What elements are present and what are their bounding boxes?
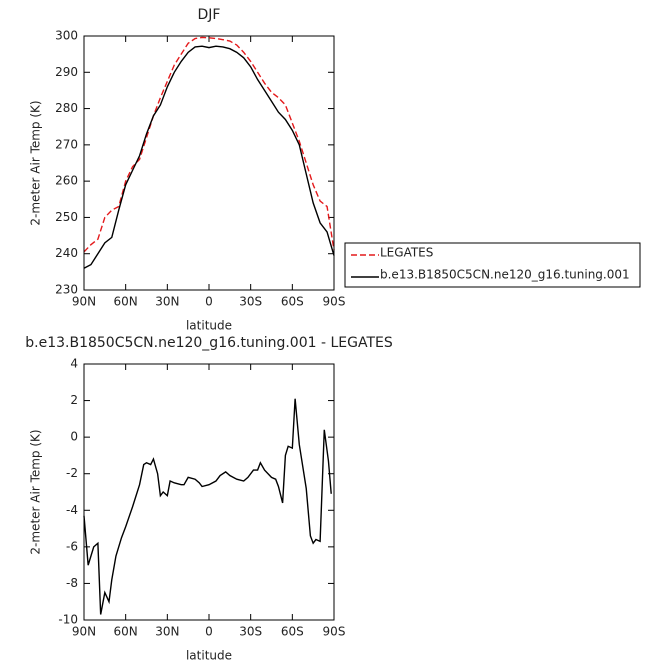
y-tick-label: 2 bbox=[70, 393, 78, 407]
x-tick-label: 0 bbox=[205, 625, 213, 639]
x-tick-label: 30S bbox=[239, 295, 262, 309]
legend-box bbox=[344, 242, 641, 288]
x-axis-label: latitude bbox=[186, 319, 232, 333]
y-tick-label: -6 bbox=[66, 539, 78, 553]
legend-label: LEGATES bbox=[380, 246, 433, 260]
y-tick-label: -8 bbox=[66, 576, 78, 590]
data-line bbox=[83, 45, 335, 269]
x-tick-label: 60S bbox=[281, 295, 304, 309]
x-tick-label: 90N bbox=[72, 295, 96, 309]
y-tick-label: 270 bbox=[55, 137, 78, 151]
x-tick-label: 90S bbox=[323, 625, 346, 639]
y-tick-label: 260 bbox=[55, 174, 78, 188]
x-tick-label: 60S bbox=[281, 625, 304, 639]
x-tick-label: 90N bbox=[72, 625, 96, 639]
x-axis-label: latitude bbox=[186, 649, 232, 663]
x-tick-label: 0 bbox=[205, 295, 213, 309]
x-tick-label: 30N bbox=[155, 625, 179, 639]
y-tick-label: -2 bbox=[66, 466, 78, 480]
data-line bbox=[83, 36, 335, 253]
y-tick-label: 290 bbox=[55, 65, 78, 79]
x-tick-label: 60N bbox=[114, 625, 138, 639]
legend-label: b.e13.B1850C5CN.ne120_g16.tuning.001 bbox=[380, 268, 630, 282]
x-tick-label: 30S bbox=[239, 625, 262, 639]
y-tick-label: 280 bbox=[55, 101, 78, 115]
y-tick-label: 240 bbox=[55, 246, 78, 260]
x-tick-label: 30N bbox=[155, 295, 179, 309]
axis-frame bbox=[83, 363, 335, 621]
y-tick-label: 4 bbox=[70, 357, 78, 371]
y-tick-label: 230 bbox=[55, 283, 78, 297]
axis-frame bbox=[83, 35, 335, 291]
y-tick-label: 300 bbox=[55, 29, 78, 43]
y-tick-label: -10 bbox=[58, 613, 78, 627]
chart-title: DJF bbox=[198, 7, 221, 23]
y-tick-label: -4 bbox=[66, 503, 78, 517]
y-axis-label: 2-meter Air Temp (K) bbox=[29, 429, 43, 554]
y-tick-label: 250 bbox=[55, 210, 78, 224]
data-line bbox=[83, 398, 332, 615]
y-tick-label: 0 bbox=[70, 430, 78, 444]
x-tick-label: 60N bbox=[114, 295, 138, 309]
chart-title: b.e13.B1850C5CN.ne120_g16.tuning.001 - L… bbox=[25, 335, 393, 351]
x-tick-label: 90S bbox=[323, 295, 346, 309]
y-axis-label: 2-meter Air Temp (K) bbox=[29, 100, 43, 225]
